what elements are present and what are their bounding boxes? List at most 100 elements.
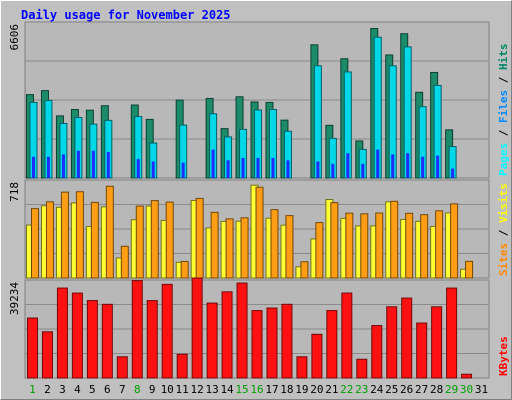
day-label: 27 [415, 383, 428, 396]
bar-kbytes-day-10 [161, 283, 173, 379]
series-legend-label: Pages / Files / Hits [497, 44, 510, 177]
bar-kbytes-day-8 [131, 280, 143, 379]
panel-1: 6606 Pages / Files / Hits [8, 21, 510, 179]
day-label: 29 [445, 383, 458, 396]
bar-sites-day-1 [31, 208, 39, 279]
bar-pages-day-11 [181, 162, 185, 178]
bar-kbytes-day-5 [86, 300, 98, 379]
series-legend-label: KBytes [497, 336, 510, 376]
bar-kbytes-day-2 [41, 331, 53, 379]
day-label: 12 [191, 383, 204, 396]
day-label: 18 [280, 383, 293, 396]
bar-sites-day-12 [195, 197, 204, 279]
bar-kbytes-day-13 [206, 302, 218, 379]
bar-sites-day-3 [60, 191, 69, 279]
bar-sites-day-29 [450, 203, 459, 279]
day-label: 26 [400, 383, 413, 396]
day-label: 7 [119, 383, 126, 396]
bar-sites-day-26 [405, 212, 414, 279]
bar-kbytes-day-30 [461, 373, 473, 379]
bar-sites-day-22 [345, 212, 354, 279]
bar-pages-day-20 [316, 161, 320, 178]
panel-3: 39234 KBytes [8, 277, 510, 379]
bar-kbytes-day-6 [101, 303, 113, 379]
bar-pages-day-17 [271, 157, 275, 178]
day-label: 22 [340, 383, 353, 396]
bar-kbytes-day-25 [386, 306, 398, 379]
bar-kbytes-day-21 [326, 310, 338, 379]
bar-pages-day-18 [286, 160, 290, 178]
day-label: 17 [265, 383, 278, 396]
bar-kbytes-day-23 [356, 358, 368, 379]
bar-sites-day-23 [360, 213, 369, 279]
bar-sites-day-7 [120, 245, 129, 279]
bar-pages-day-22 [346, 153, 350, 178]
day-label: 13 [205, 383, 218, 396]
bar-sites-day-5 [90, 201, 99, 279]
bar-pages-day-15 [241, 157, 245, 178]
bar-sites-day-8 [135, 205, 144, 279]
bar-pages-day-6 [106, 152, 110, 178]
bar-pages-day-13 [211, 149, 215, 178]
bar-sites-day-4 [75, 191, 84, 279]
day-label: 11 [176, 383, 189, 396]
day-label: 4 [74, 383, 81, 396]
bar-kbytes-day-17 [266, 307, 278, 379]
bar-pages-day-24 [376, 149, 380, 178]
bar-pages-day-28 [436, 155, 440, 178]
bar-sites-day-21 [330, 202, 339, 279]
bar-kbytes-day-28 [431, 306, 443, 379]
max-label: 6606 [8, 24, 21, 51]
bar-pages-day-8 [136, 159, 140, 178]
bar-sites-day-27 [420, 214, 429, 279]
bar-kbytes-day-27 [416, 322, 428, 379]
max-label: 39234 [8, 282, 21, 315]
day-label: 8 [134, 383, 141, 396]
bar-pages-day-16 [256, 157, 260, 178]
bar-sites-day-25 [390, 200, 399, 279]
bar-sites-day-20 [315, 222, 324, 279]
bar-sites-day-13 [210, 211, 219, 279]
day-label: 30 [460, 383, 473, 396]
bar-sites-day-14 [225, 218, 234, 279]
chart-title: Daily usage for November 2025 [21, 8, 231, 22]
series-legend-label: Sites / Visits [497, 183, 510, 276]
bar-kbytes-day-16 [251, 310, 263, 379]
bar-pages-day-26 [406, 153, 410, 178]
bar-pages-day-29 [451, 168, 455, 178]
day-label: 15 [235, 383, 248, 396]
day-label: 28 [430, 383, 443, 396]
bar-sites-day-16 [255, 186, 264, 279]
bar-files-day-20 [313, 65, 322, 179]
day-label: 20 [310, 383, 323, 396]
bar-kbytes-day-4 [71, 292, 83, 379]
day-label: 5 [89, 383, 96, 396]
day-label: 24 [370, 383, 384, 396]
bar-sites-day-9 [150, 200, 159, 279]
bar-kbytes-day-9 [146, 300, 158, 379]
bar-kbytes-day-7 [116, 356, 128, 379]
bar-sites-day-11 [180, 260, 189, 279]
bar-pages-day-1 [32, 156, 35, 178]
day-label: 3 [59, 383, 66, 396]
bar-kbytes-day-11 [176, 353, 188, 379]
bar-sites-day-2 [45, 201, 54, 279]
bar-kbytes-day-20 [311, 333, 323, 379]
bar-pages-day-21 [331, 163, 335, 178]
day-label: 10 [161, 383, 174, 396]
bar-pages-day-5 [91, 150, 95, 178]
day-label: 19 [295, 383, 308, 396]
bar-kbytes-day-22 [341, 292, 353, 379]
bar-kbytes-day-18 [281, 303, 293, 379]
bar-kbytes-day-3 [56, 287, 68, 379]
bar-sites-day-6 [105, 185, 114, 279]
day-label: 9 [149, 383, 156, 396]
bar-sites-day-17 [270, 209, 279, 279]
bar-pages-day-23 [361, 163, 365, 178]
bar-kbytes-day-15 [236, 282, 248, 379]
bar-pages-day-27 [421, 156, 425, 178]
bar-pages-day-2 [46, 156, 50, 178]
bar-kbytes-day-24 [371, 325, 383, 379]
bar-sites-day-18 [285, 215, 294, 279]
